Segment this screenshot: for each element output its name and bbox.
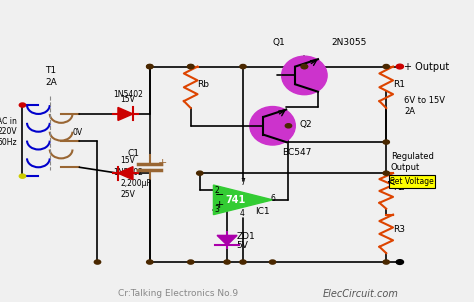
- Circle shape: [94, 260, 100, 264]
- Text: 4: 4: [240, 209, 245, 218]
- Text: 0V: 0V: [73, 128, 82, 137]
- Text: 741: 741: [226, 195, 246, 205]
- Text: AC in
220V
50Hz: AC in 220V 50Hz: [0, 117, 18, 146]
- Text: 15V: 15V: [120, 95, 135, 104]
- Circle shape: [224, 260, 230, 264]
- Circle shape: [285, 124, 292, 128]
- Text: 6V to 15V
2A: 6V to 15V 2A: [404, 96, 446, 116]
- Circle shape: [19, 103, 26, 107]
- Circle shape: [383, 260, 390, 264]
- Circle shape: [19, 174, 26, 178]
- Text: T1: T1: [45, 66, 56, 76]
- Text: 7: 7: [240, 178, 245, 187]
- Circle shape: [396, 260, 403, 265]
- Text: 5V: 5V: [236, 241, 248, 250]
- Text: C1: C1: [127, 149, 139, 158]
- Text: 2,200µF
25V: 2,200µF 25V: [120, 179, 151, 198]
- Text: Cr:Talking Electronics No.9: Cr:Talking Electronics No.9: [118, 289, 238, 298]
- Text: Regulated
Output: Regulated Output: [391, 153, 434, 172]
- Text: Rb: Rb: [198, 80, 210, 89]
- Circle shape: [383, 65, 390, 69]
- Text: + Output: + Output: [404, 62, 450, 72]
- Circle shape: [197, 171, 203, 175]
- Polygon shape: [217, 235, 237, 245]
- Circle shape: [383, 140, 390, 144]
- Text: Q2: Q2: [300, 120, 312, 129]
- Circle shape: [301, 65, 308, 69]
- Text: 2: 2: [214, 186, 219, 195]
- Text: 15V: 15V: [120, 156, 135, 165]
- Circle shape: [301, 65, 308, 69]
- Text: +: +: [158, 158, 167, 168]
- Text: BC547: BC547: [282, 148, 311, 157]
- Ellipse shape: [250, 107, 295, 145]
- Circle shape: [396, 64, 403, 69]
- Text: R1: R1: [393, 80, 405, 89]
- Text: ZD1: ZD1: [236, 232, 255, 241]
- Text: IC1: IC1: [255, 207, 269, 216]
- Ellipse shape: [282, 56, 327, 95]
- Text: 1N5402: 1N5402: [113, 168, 143, 177]
- Circle shape: [188, 260, 194, 264]
- Text: +: +: [215, 200, 225, 210]
- Polygon shape: [118, 167, 133, 180]
- Text: 1N5402: 1N5402: [113, 89, 143, 98]
- Text: R2: R2: [393, 184, 405, 192]
- Circle shape: [240, 65, 246, 69]
- Text: R3: R3: [393, 225, 405, 234]
- Circle shape: [269, 260, 276, 264]
- Circle shape: [146, 65, 153, 69]
- Polygon shape: [118, 108, 133, 120]
- Text: −: −: [215, 190, 225, 200]
- Polygon shape: [213, 185, 273, 215]
- Text: Q1: Q1: [273, 38, 285, 47]
- FancyBboxPatch shape: [390, 175, 435, 188]
- Circle shape: [146, 65, 153, 69]
- Text: 2A: 2A: [45, 78, 57, 87]
- Text: ElecCircuit.com: ElecCircuit.com: [323, 289, 399, 299]
- Circle shape: [383, 171, 390, 175]
- Text: 6: 6: [270, 194, 275, 203]
- Circle shape: [188, 65, 194, 69]
- Text: Set Voltage: Set Voltage: [390, 177, 434, 186]
- Text: 3: 3: [214, 205, 219, 214]
- Circle shape: [240, 260, 246, 264]
- Text: 2N3055: 2N3055: [332, 38, 367, 47]
- Circle shape: [146, 260, 153, 264]
- Circle shape: [188, 65, 194, 69]
